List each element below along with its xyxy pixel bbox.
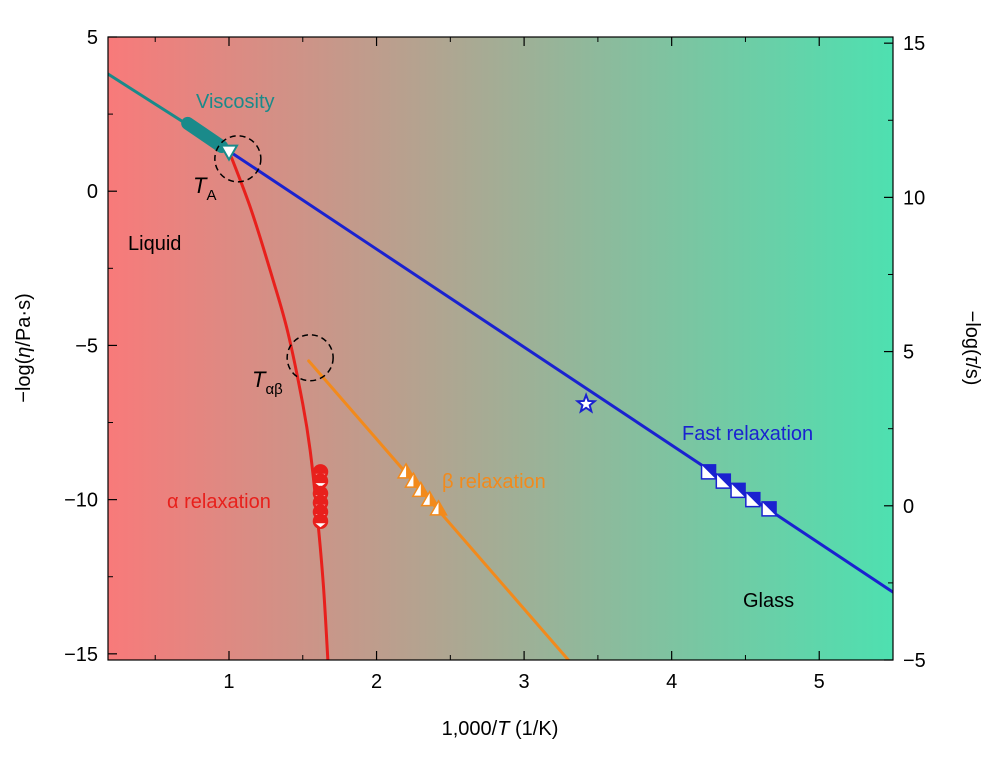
axis-layer: 1 2 3 4 5 5 0 −5 −10 −15 15 10 5 0 −5 (64, 27, 926, 693)
square-marker-fill (745, 492, 760, 507)
annotation-liquid: Liquid (128, 233, 181, 255)
x-tick-label: 2 (371, 671, 382, 693)
circle-marker-body (312, 513, 329, 529)
-relaxation-triangle-marker (420, 490, 439, 507)
annotation-beta-relaxation: β relaxation (442, 471, 546, 493)
square-marker-fill (731, 483, 746, 498)
marker-layer (181, 116, 777, 529)
square-marker-fill (762, 501, 777, 516)
-relaxation-circle-marker (312, 513, 329, 529)
triangle-marker-fill (420, 482, 429, 497)
annotation-viscosity: Viscosity (196, 91, 275, 113)
fast-relaxation-square-marker (745, 491, 761, 508)
y-right-tick-label: −5 (903, 650, 926, 672)
circle-marker-fill (315, 523, 326, 528)
plot-frame (107, 36, 894, 661)
x-tick-label: 4 (666, 671, 677, 693)
y-left-tick-label: 5 (87, 27, 98, 49)
x-axis-label: 1,000/T (1/K) (442, 718, 559, 740)
y-left-tick-label: −10 (64, 490, 98, 512)
x-tick-label: 3 (519, 671, 530, 693)
circle-marker-fill (315, 483, 326, 488)
plot-background (108, 37, 893, 660)
x-tick-label: 5 (814, 671, 825, 693)
annotation-fast-relaxation: Fast relaxation (682, 423, 813, 445)
dashed-circle-ta (214, 135, 262, 183)
triangle-marker-fill (429, 491, 438, 506)
triangle-marker-fill (438, 500, 447, 515)
fast-relaxation-square-marker (715, 473, 732, 489)
-relaxation-triangle-marker (429, 499, 448, 516)
annotation-alpha-relaxation: α relaxation (167, 491, 271, 513)
y-left-tick-label: −5 (75, 335, 98, 357)
viscosity-data-segment (181, 116, 229, 153)
y-left-tick-label: −15 (64, 644, 98, 666)
viscosity-triangle-down-marker (219, 144, 239, 162)
y-axis-label-left: −log(η/Pa·s) (13, 293, 35, 402)
fast-relaxation-square-marker (700, 464, 717, 480)
annotation-glass: Glass (743, 590, 794, 612)
annotation-Tab: Tαβ (252, 367, 283, 398)
y-right-tick-label: 5 (903, 342, 914, 364)
annotation-layer (214, 135, 334, 382)
-relaxation-triangle-marker (411, 480, 431, 498)
y-right-tick-label: 10 (903, 187, 925, 209)
x-tick-label: 1 (223, 671, 234, 693)
fast-relaxation-square-marker (761, 501, 777, 517)
fast-relaxation-star-marker (574, 392, 598, 414)
y-axis-label-right: −log(τ/s) (961, 311, 983, 386)
annotation-TA: TA (193, 173, 216, 204)
y-left-tick-label: 0 (87, 181, 98, 203)
square-marker-fill (701, 464, 716, 479)
square-marker-fill (716, 474, 731, 489)
fast-relaxation-square-marker (730, 482, 746, 499)
-relaxation-line (227, 149, 330, 660)
y-right-tick-label: 15 (903, 33, 925, 55)
y-right-tick-label: 0 (903, 496, 914, 518)
dashed-circle-tab (286, 334, 334, 382)
fast-relaxation-line (227, 149, 893, 594)
